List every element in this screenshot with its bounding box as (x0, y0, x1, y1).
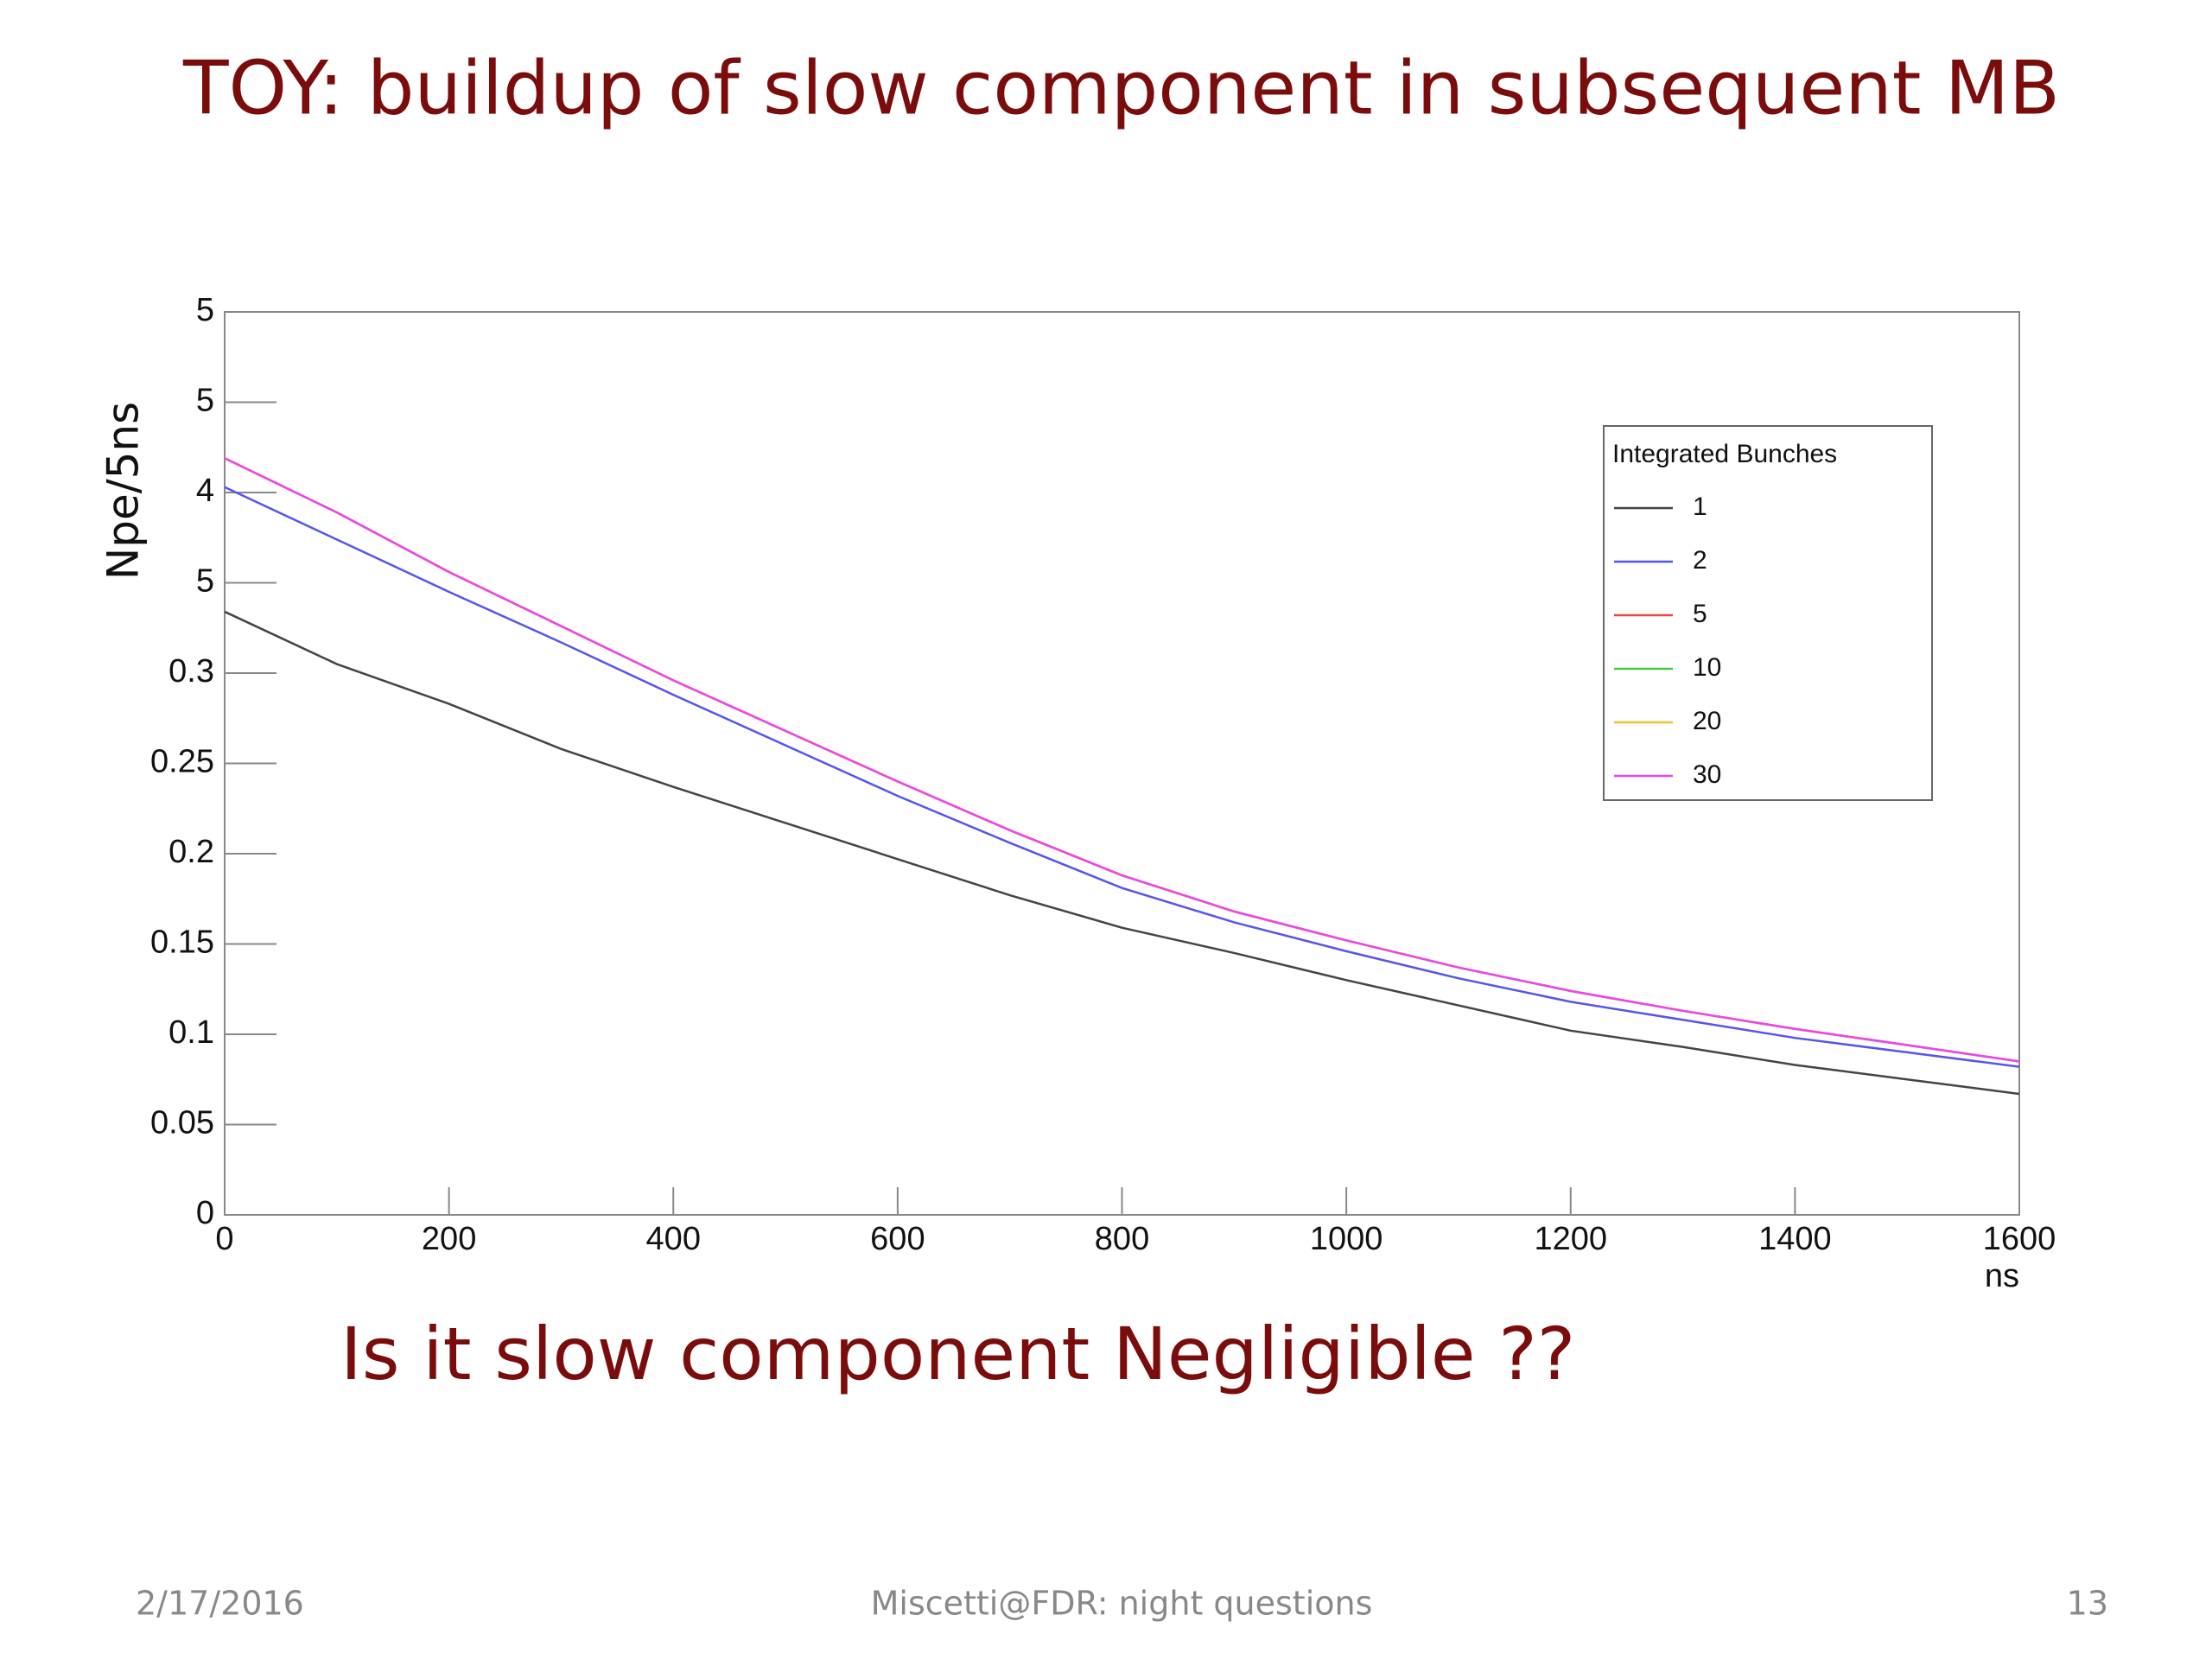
series-line (224, 457, 2020, 1063)
x-tick-label: 200 (422, 1221, 476, 1257)
y-tick-label: 0.1 (168, 1014, 214, 1051)
footer-date: 2/17/2016 (136, 1585, 304, 1623)
legend-label: 1 (1693, 493, 1707, 521)
y-tick-label: 5 (196, 383, 214, 419)
legend-title: Integrated Bunches (1612, 440, 1837, 468)
x-tick-label: 1200 (1534, 1221, 1607, 1257)
y-tick-label: 0.15 (150, 925, 214, 961)
page-number: 13 (2067, 1585, 2108, 1623)
legend-box (1603, 425, 1933, 801)
legend-label: 30 (1693, 760, 1721, 789)
legend-label: 2 (1693, 546, 1707, 575)
x-tick-label: 400 (646, 1221, 701, 1257)
x-tick-label: 0 (215, 1221, 233, 1257)
legend-label: 20 (1693, 707, 1721, 735)
slide-title: TOY: buildup of slow component in subseq… (182, 45, 2060, 131)
x-tick-label: 1600 (1983, 1221, 2056, 1257)
legend-label: 5 (1693, 600, 1707, 628)
x-axis-title: ns (1985, 1258, 2019, 1294)
y-tick-label: 0 (196, 1195, 214, 1231)
y-tick-label: 0.3 (168, 653, 214, 690)
series-line (224, 610, 2020, 1096)
y-tick-label: 0.25 (150, 744, 214, 780)
y-tick-label: 0.2 (168, 834, 214, 870)
y-tick-label: 0.05 (150, 1105, 214, 1141)
y-tick-label: 4 (196, 473, 214, 509)
y-tick-label: 5 (196, 292, 214, 328)
x-tick-label: 800 (1095, 1221, 1149, 1257)
x-tick-label: 600 (870, 1221, 925, 1257)
footer-text: Miscetti@FDR: night questions (871, 1585, 1373, 1623)
y-axis-title: Npe/5ns (99, 402, 149, 580)
x-tick-label: 1400 (1758, 1221, 1832, 1257)
legend-label: 10 (1693, 653, 1721, 682)
series-line (224, 486, 2020, 1068)
x-tick-label: 1000 (1310, 1221, 1383, 1257)
y-tick-label: 5 (196, 563, 214, 600)
question: Is it slow component Negligible ?? (340, 1312, 1575, 1396)
